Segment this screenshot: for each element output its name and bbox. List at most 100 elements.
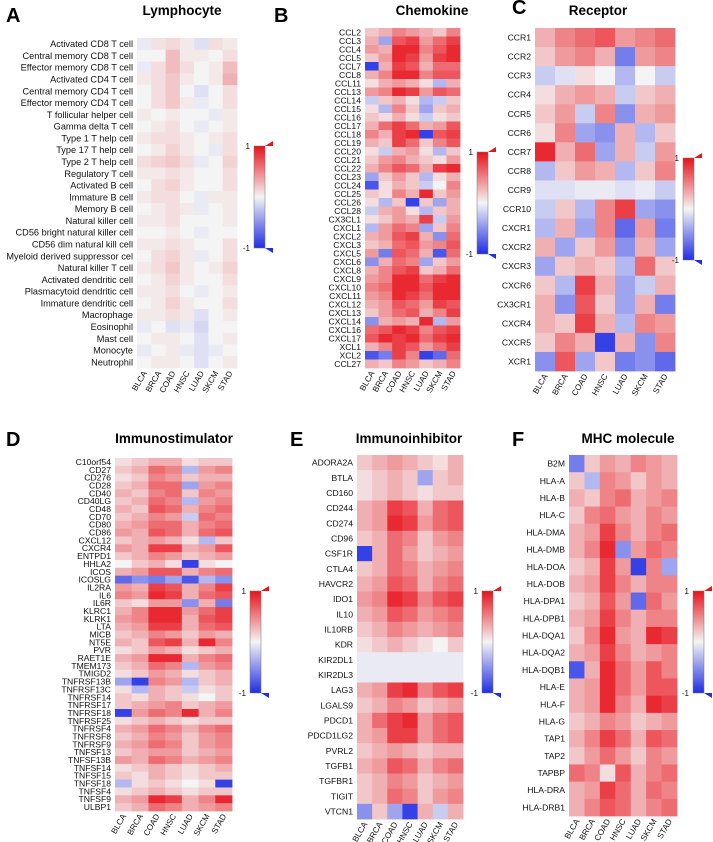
heatmap-cell [208, 49, 224, 62]
heatmap-cell [165, 356, 181, 369]
heatmap-cell [655, 85, 676, 105]
heatmap-cell [198, 709, 216, 718]
heatmap-cell [215, 607, 233, 616]
heatmap-cell [365, 121, 379, 131]
heatmap-cell [365, 28, 379, 37]
heatmap-cell [208, 238, 224, 251]
heatmap-cell [131, 677, 149, 686]
heatmap-cell [148, 458, 166, 467]
heatmap-cell [137, 297, 152, 310]
heatmap-cell [165, 614, 183, 624]
heatmap-cell [446, 62, 461, 71]
heatmap-cell [372, 743, 388, 759]
colorbar-gradient [476, 151, 489, 255]
heatmap-cell [148, 779, 166, 788]
heatmap-cell [151, 132, 166, 145]
heatmap-cell [387, 682, 403, 699]
row-label: ULBP1 [84, 802, 111, 812]
heatmap-cell [535, 123, 556, 143]
heatmap-cell [392, 274, 407, 284]
heatmap-cell [208, 344, 224, 357]
heatmap-cell [208, 320, 224, 334]
heatmap-cell [575, 237, 596, 258]
heatmap-cell [446, 104, 461, 114]
heatmap-cell [137, 320, 152, 334]
heatmap-cell [405, 249, 420, 258]
heatmap-cell [615, 180, 636, 200]
row-label: Immature B cell [69, 192, 133, 202]
heatmap-cell [378, 232, 393, 241]
heatmap-cell [392, 181, 407, 190]
heatmap-cell [222, 203, 238, 216]
heatmap-cell [378, 62, 393, 71]
row-label: CCL14 [334, 95, 361, 105]
heatmap-cell [179, 332, 195, 345]
heatmap-cell [387, 485, 403, 501]
heatmap-cell [137, 61, 152, 74]
heatmap-cell [137, 144, 152, 157]
heatmap-cell [387, 530, 403, 547]
heatmap-cell [215, 536, 233, 545]
row-label: CD40 [89, 488, 111, 498]
heatmap-cell [215, 583, 233, 592]
heatmap-cell [137, 167, 152, 180]
heatmap-cell [165, 693, 183, 702]
row-label: CD276 [84, 473, 111, 483]
row-label: TNFSF18 [74, 779, 111, 789]
heatmap-cell [405, 138, 420, 148]
heatmap-cell [402, 485, 418, 501]
row-label: Mast cell [97, 334, 133, 344]
heatmap-cell [148, 575, 166, 584]
heatmap-cell [148, 638, 166, 647]
column-label: SKCM [639, 817, 659, 842]
column-label: HNSC [590, 372, 609, 397]
heatmap-cell [615, 351, 636, 372]
heatmap-cell [131, 779, 149, 788]
heatmap-cell [151, 226, 166, 239]
heatmap-cell [222, 214, 238, 227]
colorbar-max-marker [488, 147, 496, 152]
heatmap-cell [148, 481, 166, 490]
heatmap-cell [165, 559, 183, 569]
heatmap-cell [569, 764, 585, 783]
heatmap-cell [181, 724, 199, 733]
heatmap-cell [222, 144, 238, 157]
heatmap-cell [181, 520, 199, 529]
colorbar-min-label: -1 [672, 256, 680, 265]
colorbar-max-marker [265, 141, 273, 146]
heatmap-cell [137, 238, 152, 251]
heatmap-cell [432, 667, 449, 683]
row-label: TGFBR1 [319, 776, 353, 786]
heatmap-cell [432, 728, 449, 744]
row-label: CD56 dim natural kill cell [32, 239, 133, 249]
heatmap-cell [402, 576, 418, 592]
heatmap-cell [432, 743, 449, 759]
heatmap-cell [181, 544, 199, 553]
heatmap-cell [179, 273, 195, 286]
heatmap-cell [198, 685, 216, 694]
panel-title: Immunostimulator [115, 431, 234, 446]
row-label: CX3CR1 [497, 299, 531, 309]
heatmap-cell [432, 652, 449, 668]
row-label: CXCL12 [329, 299, 362, 309]
heatmap-cell [615, 472, 632, 490]
heatmap-cell [432, 232, 447, 241]
heatmap-cell [194, 85, 209, 98]
heatmap-cell [137, 38, 152, 51]
row-label: HLA-C [539, 510, 565, 520]
heatmap-cell [137, 203, 152, 216]
heatmap-cell [661, 712, 678, 731]
heatmap-cell [194, 132, 209, 145]
heatmap-cell [432, 470, 449, 486]
heatmap-cell [615, 798, 632, 817]
heatmap-cell [402, 500, 418, 517]
heatmap-cell [417, 682, 434, 699]
heatmap-cell [357, 667, 373, 683]
heatmap-cell [137, 332, 152, 345]
row-label: CXCL11 [329, 291, 361, 301]
heatmap-cell [131, 481, 149, 490]
heatmap-cell [115, 740, 133, 749]
colorbar-max-marker [694, 153, 702, 158]
heatmap-cell [417, 515, 434, 532]
heatmap-cell [432, 87, 447, 97]
